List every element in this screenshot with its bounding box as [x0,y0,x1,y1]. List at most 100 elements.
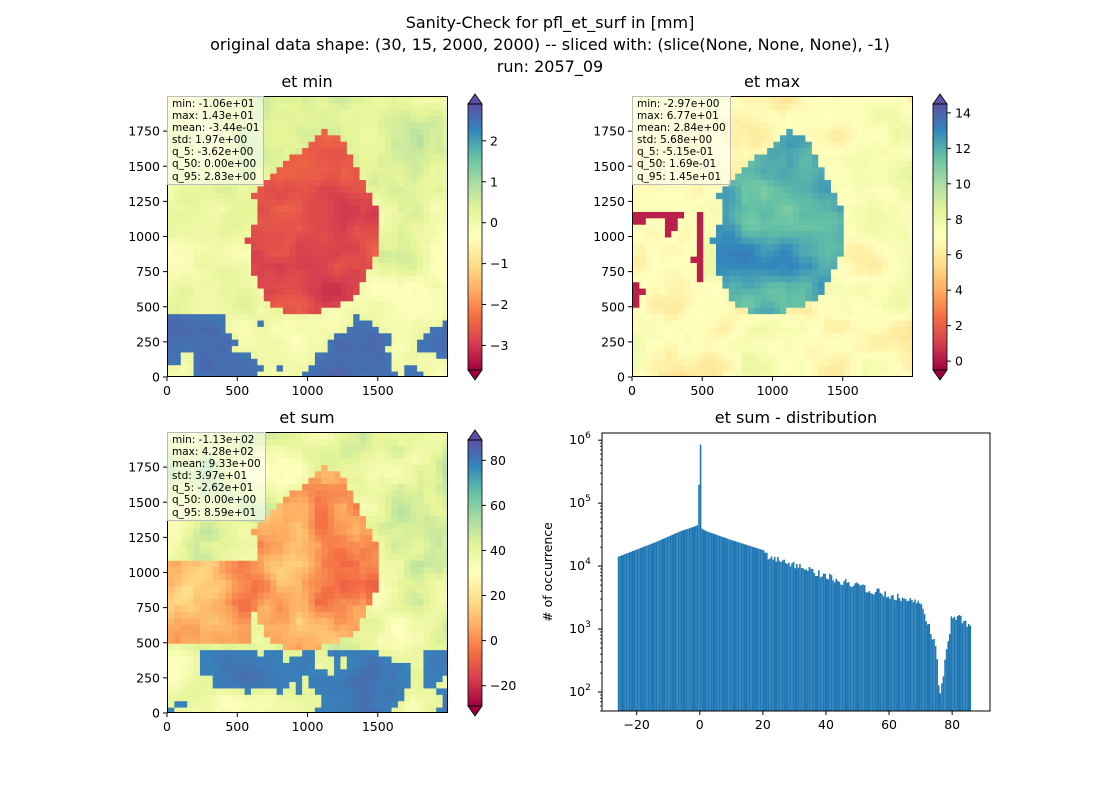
histogram-bar [939,693,942,711]
colorbar-tick-label: 60 [490,498,506,513]
histogram-bar [639,548,642,711]
x-tick-label: 0 [163,719,171,734]
histogram-bar [684,529,686,711]
histogram-bar [948,634,951,711]
histogram-bar [936,659,938,711]
histogram-bar [967,624,970,711]
panel-title: et sum [279,408,335,427]
colorbar-extend-min [932,369,948,381]
histogram-bar [887,596,890,711]
histogram-bar [840,584,842,711]
histogram-bar [958,614,961,711]
y-tick-label: 1750 [593,124,625,139]
histogram-bar [799,563,801,711]
y-tick-label: 106 [569,431,591,447]
y-tick-label: 250 [601,334,625,349]
histogram-bar [797,567,800,711]
stats-line: q_5: -2.62e+01 [172,482,254,495]
histogram-bar [813,573,815,711]
histogram-bar [617,556,620,711]
histogram-bar [784,563,787,711]
panel-title: et sum - distribution [714,408,878,427]
colorbar-gradient [468,104,482,370]
histogram-bar [803,569,806,711]
histogram-bar [652,543,655,711]
stats-line: max: 6.77e+01 [637,110,719,123]
histogram-bar [961,623,964,711]
colorbar-et-min: −3 −2 −1 0 1 2 [467,93,508,381]
histogram-bar [620,555,623,711]
histogram-bar [753,547,755,711]
histogram-bar [881,594,883,711]
x-tick-label: 40 [818,717,834,732]
histogram-bar [772,559,774,711]
stats-line: q_95: 2.83e+00 [172,170,257,183]
histogram-bar [669,535,672,711]
histogram-bar [655,541,658,711]
histogram-bar [892,595,894,711]
colorbar-tick-label: −1 [490,256,508,271]
histogram-bar [851,586,853,711]
histogram-bar [688,528,691,711]
colorbar-tick-label: 2 [490,133,498,148]
histogram-bar [896,593,899,711]
histogram-bar [807,571,809,711]
histogram-bar [944,659,946,711]
histogram-bar [838,581,841,711]
histogram-bar [906,601,908,711]
histogram-bar [698,484,700,711]
histogram-bar [890,595,893,711]
x-tick-label: 1500 [827,383,859,398]
y-tick-label: 1000 [128,565,160,580]
histogram-bar [657,541,659,711]
histogram-bar [930,634,932,711]
histogram-bar [862,584,864,711]
y-tick-label: 1500 [128,159,160,174]
histogram-bar [743,544,746,711]
histogram-bar [734,541,737,711]
y-tick-label: 750 [601,264,625,279]
colorbar-tick-label: −3 [490,338,508,353]
histogram-bar [830,575,833,711]
histogram-bar [919,603,921,711]
histogram-bar [759,549,762,711]
y-tick-label: 1250 [128,530,160,545]
histogram-bar [816,575,819,711]
histogram-bar [794,568,796,711]
histogram-bar [818,570,820,711]
histogram-bar [819,577,822,711]
colorbar-tick-label: 0 [490,215,498,230]
stats-line: min: -1.06e+01 [172,98,255,110]
colorbar-tick-label: 10 [955,176,971,191]
y-tick-label: 1250 [128,194,160,209]
histogram-bar [728,539,730,711]
histogram-bar [964,620,967,711]
histogram-bar [922,608,924,711]
x-tick-label: 500 [690,383,714,398]
histogram-bar [791,563,793,711]
y-tick-label: 1750 [128,460,160,475]
histogram-bar [690,527,692,711]
y-tick-label: 1000 [128,229,160,244]
x-tick-label: 0 [628,383,636,398]
histogram-bar [808,567,811,711]
histogram-bar [676,532,678,711]
histogram-bar [821,576,823,711]
colorbar-tick-label: 14 [955,105,971,120]
histogram-bar [702,529,705,711]
colorbar-tick-label: 20 [490,588,506,603]
stats-line: std: 1.97e+00 [172,134,248,147]
histogram-bar [931,639,934,711]
histogram-bar [882,596,885,711]
histogram-bar [950,616,953,711]
y-tick-label: 1250 [593,194,625,209]
stats-line: mean: 2.84e+00 [637,122,726,135]
stats-line: q_50: 0.00e+00 [172,158,257,171]
histogram-bar [870,593,872,711]
histogram-bar [928,623,931,711]
y-tick-label: 105 [569,494,591,510]
histogram-bar [811,568,814,711]
histogram-bar [846,582,849,711]
colorbar-tick-label: 2 [955,318,963,333]
histogram-bar [736,541,738,711]
